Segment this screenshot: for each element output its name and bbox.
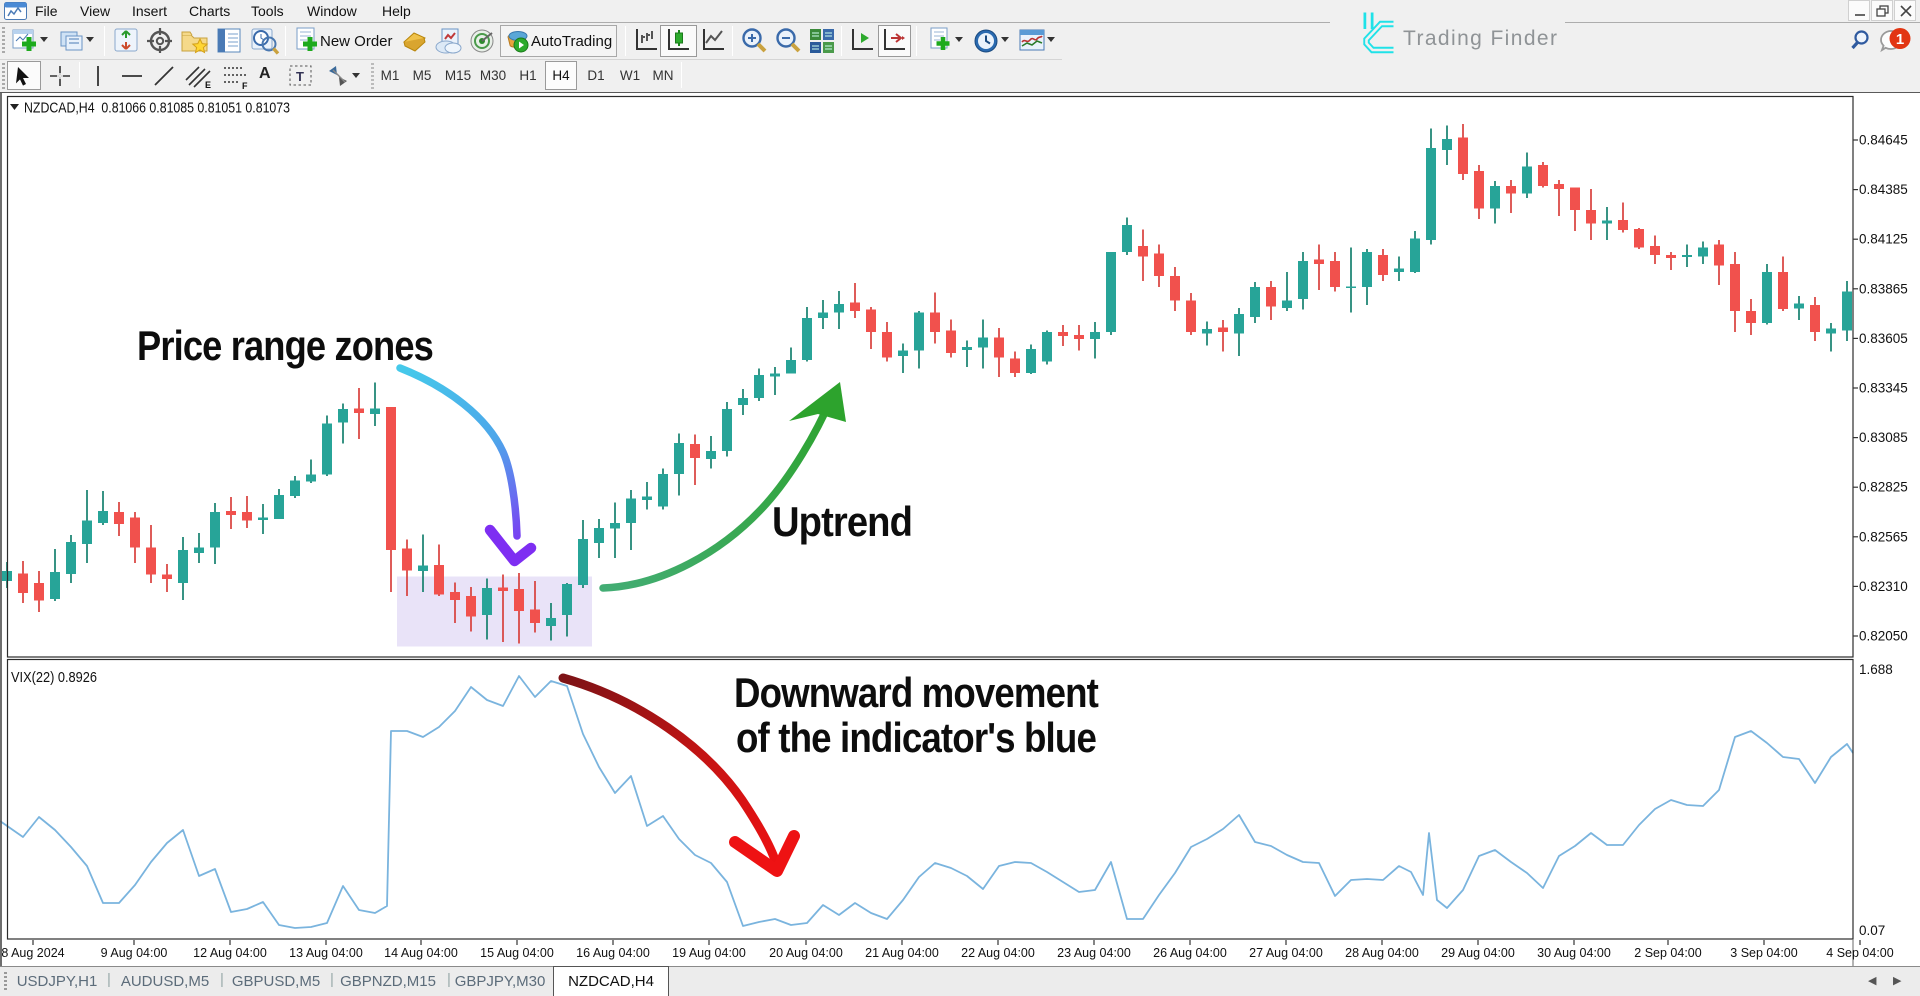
svg-text:0.82310: 0.82310	[1859, 579, 1908, 594]
svg-text:0.84125: 0.84125	[1859, 232, 1908, 247]
svg-text:4 Sep 04:00: 4 Sep 04:00	[1826, 946, 1893, 960]
svg-text:VIX(22) 0.8926: VIX(22) 0.8926	[11, 669, 97, 686]
svg-text:13 Aug 04:00: 13 Aug 04:00	[289, 946, 363, 960]
svg-text:of the indicator's blue: of the indicator's blue	[736, 714, 1096, 761]
svg-text:2 Sep 04:00: 2 Sep 04:00	[1634, 946, 1701, 960]
svg-text:E: E	[205, 80, 211, 89]
svg-text:1: 1	[1896, 31, 1904, 48]
svg-text:0.84385: 0.84385	[1859, 182, 1908, 197]
svg-text:28 Aug 04:00: 28 Aug 04:00	[1345, 946, 1419, 960]
svg-text:22 Aug 04:00: 22 Aug 04:00	[961, 946, 1035, 960]
svg-text:15 Aug 04:00: 15 Aug 04:00	[480, 946, 554, 960]
svg-text:8 Aug 2024: 8 Aug 2024	[1, 946, 64, 960]
svg-text:T: T	[296, 69, 304, 84]
svg-text:16 Aug 04:00: 16 Aug 04:00	[576, 946, 650, 960]
svg-text:0.84645: 0.84645	[1859, 133, 1908, 148]
svg-text:3 Sep 04:00: 3 Sep 04:00	[1730, 946, 1797, 960]
svg-text:23 Aug 04:00: 23 Aug 04:00	[1057, 946, 1131, 960]
svg-text:NZDCAD,H4 0.81066 0.81085 0.8: NZDCAD,H4 0.81066 0.81085 0.81051 0.8107…	[24, 100, 290, 117]
svg-text:14 Aug 04:00: 14 Aug 04:00	[384, 946, 458, 960]
svg-text:0.83345: 0.83345	[1859, 381, 1908, 396]
svg-text:F: F	[242, 81, 248, 89]
svg-text:27 Aug 04:00: 27 Aug 04:00	[1249, 946, 1323, 960]
svg-text:0.83605: 0.83605	[1859, 331, 1908, 346]
svg-text:12 Aug 04:00: 12 Aug 04:00	[193, 946, 267, 960]
svg-text:0.82565: 0.82565	[1859, 529, 1908, 544]
svg-text:9 Aug 04:00: 9 Aug 04:00	[101, 946, 168, 960]
svg-text:1.688: 1.688	[1859, 662, 1893, 677]
svg-text:Price range zones: Price range zones	[137, 322, 433, 369]
svg-text:0.83085: 0.83085	[1859, 430, 1908, 445]
svg-text:0.07: 0.07	[1859, 923, 1885, 938]
svg-text:0.83865: 0.83865	[1859, 281, 1908, 296]
svg-text:0.82825: 0.82825	[1859, 480, 1908, 495]
svg-text:0.82050: 0.82050	[1859, 629, 1908, 644]
svg-text:30 Aug 04:00: 30 Aug 04:00	[1537, 946, 1611, 960]
svg-text:20 Aug 04:00: 20 Aug 04:00	[769, 946, 843, 960]
svg-text:26 Aug 04:00: 26 Aug 04:00	[1153, 946, 1227, 960]
svg-text:29 Aug 04:00: 29 Aug 04:00	[1441, 946, 1515, 960]
svg-text:Downward movement: Downward movement	[734, 669, 1099, 716]
svg-text:Uptrend: Uptrend	[772, 498, 912, 545]
svg-text:21 Aug 04:00: 21 Aug 04:00	[865, 946, 939, 960]
svg-text:19 Aug 04:00: 19 Aug 04:00	[672, 946, 746, 960]
